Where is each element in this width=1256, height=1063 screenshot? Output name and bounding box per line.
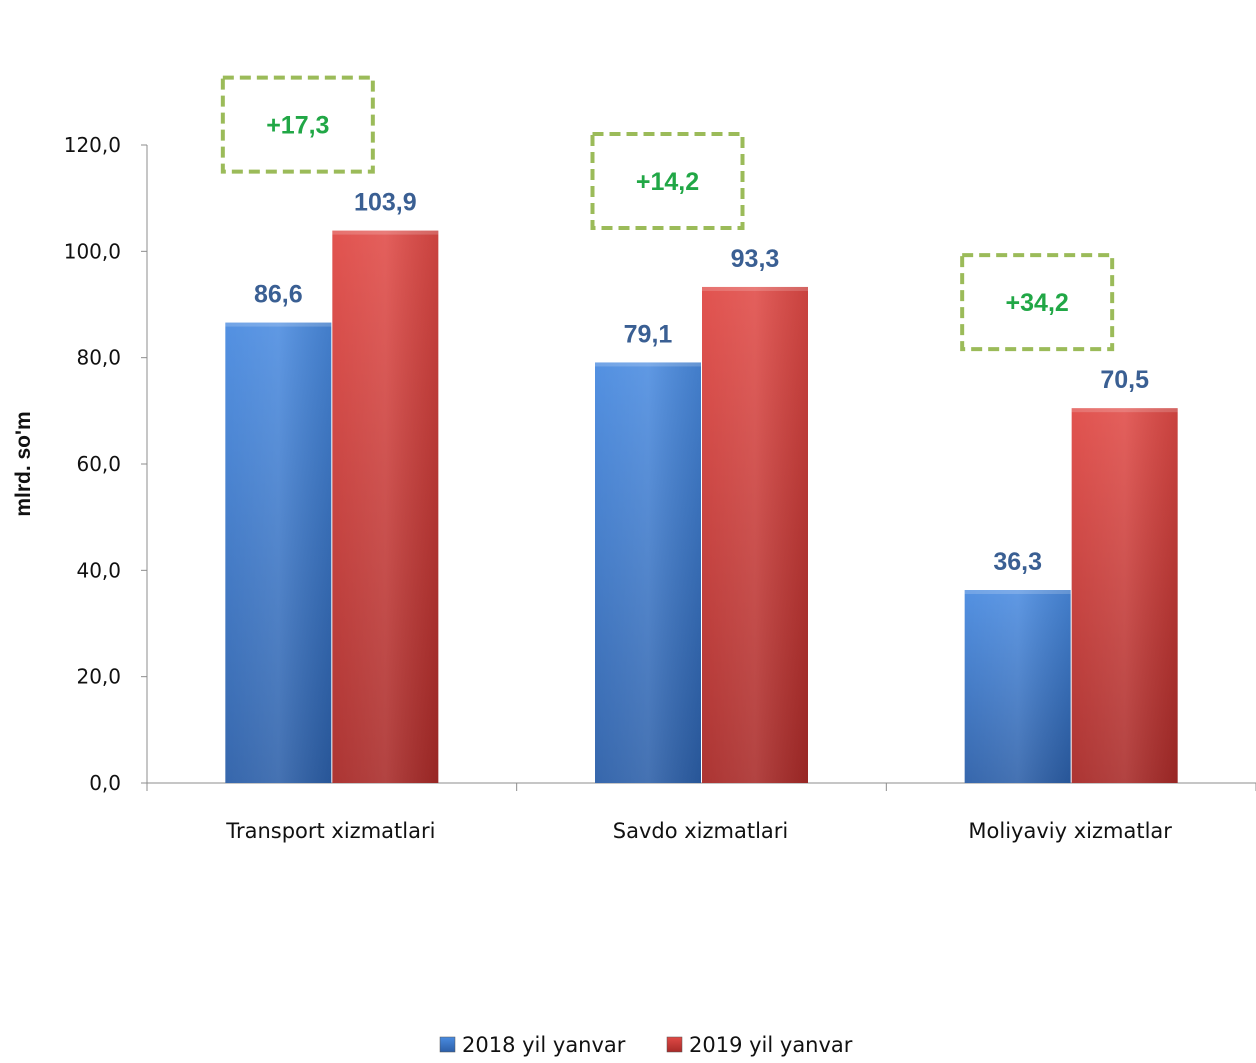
annotation-label: +14,2 (636, 168, 699, 196)
y-tick-label: 120,0 (64, 133, 121, 157)
y-tick-label: 0,0 (89, 771, 121, 795)
legend-label: 2019 yil yanvar (689, 1033, 853, 1057)
y-tick-label: 40,0 (76, 558, 121, 582)
bar-top-edge (964, 590, 1071, 595)
legend-swatch (666, 1036, 683, 1053)
y-axis-title: mlrd. so'm (12, 411, 35, 516)
legend-label: 2018 yil yanvar (462, 1033, 626, 1057)
bar-highlight (1071, 408, 1178, 783)
bar-highlight (702, 286, 808, 783)
bar-top-edge (332, 230, 439, 235)
bar-highlight (225, 322, 332, 783)
data-label: 36,3 (993, 548, 1042, 576)
annotation-label: +34,2 (1006, 289, 1069, 317)
category-label: Transport xizmatlari (225, 819, 435, 843)
data-label: 70,5 (1100, 366, 1149, 394)
data-label: 93,3 (731, 245, 780, 273)
bars (225, 230, 1178, 783)
bar-top-edge (702, 286, 808, 291)
bar-highlight (332, 230, 439, 783)
data-label: 103,9 (354, 189, 417, 217)
bar-top-edge (1071, 408, 1178, 413)
data-label: 86,6 (254, 281, 303, 309)
legend-swatch (439, 1036, 456, 1053)
annotation-box (590, 131, 745, 230)
bar-highlight (595, 362, 701, 783)
bar-highlight (964, 590, 1071, 783)
y-tick-label: 100,0 (64, 239, 121, 263)
labels: Transport xizmatlari 86,6 103,9 +17,3 Savdo … (220, 75, 1172, 843)
bar-top-edge (595, 362, 701, 367)
legend: 2018 yil yanvar 2019 yil yanvar (439, 1033, 853, 1057)
category-label: Savdo xizmatlari (613, 819, 789, 843)
y-tick-label: 80,0 (76, 346, 121, 370)
annotation-box (960, 253, 1115, 352)
annotation-label: +17,3 (266, 112, 329, 140)
axes: 0,0 20,0 40,0 60,0 80,0 100,0 120,0 mlrd. so'm (12, 133, 1256, 795)
category-label: Moliyaviy xizmatlar (968, 819, 1172, 843)
y-tick-label: 60,0 (76, 452, 121, 476)
data-label: 79,1 (624, 320, 673, 348)
y-tick-label: 20,0 (76, 665, 121, 689)
annotation-box (220, 75, 375, 174)
bar-top-edge (225, 322, 332, 327)
